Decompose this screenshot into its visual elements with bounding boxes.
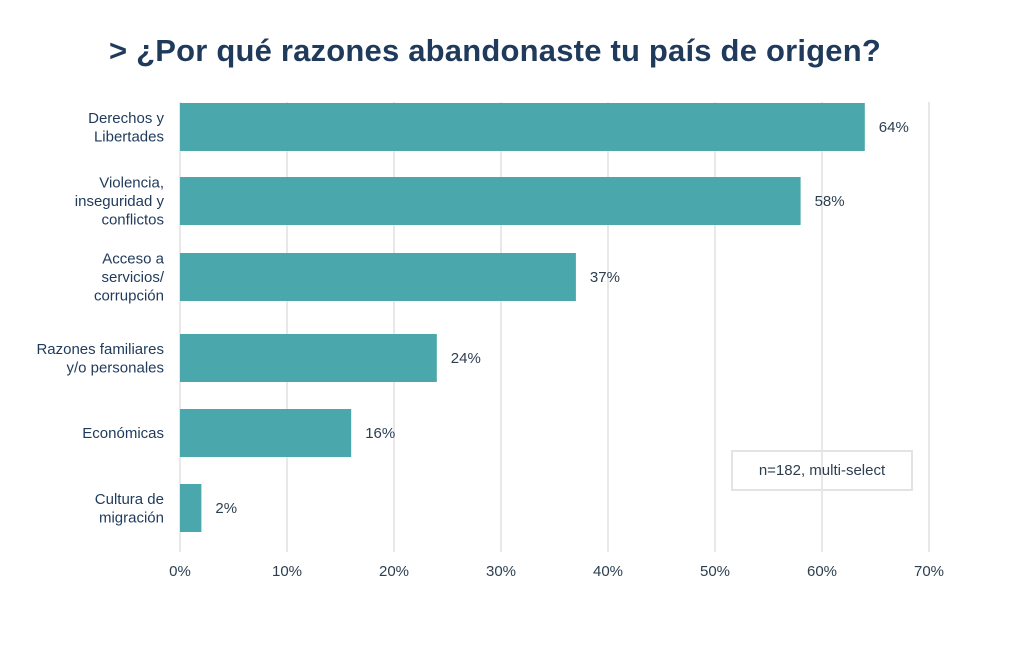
bar <box>180 334 437 382</box>
x-tick-label: 40% <box>593 563 623 580</box>
category-label: Acceso a servicios/corrupción <box>94 251 165 305</box>
x-tick-label: 50% <box>700 563 730 580</box>
bar <box>180 177 801 225</box>
bar-value-label: 64% <box>879 119 909 136</box>
category-label: Económicas <box>82 425 164 442</box>
bar <box>180 103 865 151</box>
bar <box>180 409 352 457</box>
x-tick-label: 10% <box>272 563 302 580</box>
category-label: Cultura de migración <box>95 491 164 527</box>
x-tick-label: 20% <box>379 563 409 580</box>
x-tick-label: 0% <box>169 563 191 580</box>
x-tick-label: 60% <box>807 563 837 580</box>
bar-value-label: 37% <box>590 269 620 286</box>
x-tick-label: 30% <box>486 563 516 580</box>
bar <box>180 253 576 301</box>
bar-value-label: 58% <box>815 193 845 210</box>
chart-title: > ¿Por qué razones abandonaste tu país d… <box>108 33 882 68</box>
bar-value-label: 24% <box>451 350 481 367</box>
bar-value-label: 16% <box>365 425 395 442</box>
category-label: Derechos y Libertades <box>88 110 164 146</box>
category-label: Violencia, inseguridad y conflictos <box>75 175 165 229</box>
sample-note: n=182, multi-select <box>731 450 913 491</box>
bar <box>180 484 202 532</box>
x-tick-label: 70% <box>914 563 944 580</box>
category-label: Razones familiares y/o personales <box>36 341 164 377</box>
bar-value-label: 2% <box>215 500 237 517</box>
